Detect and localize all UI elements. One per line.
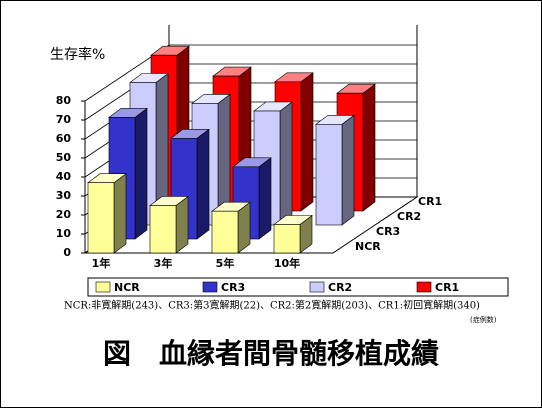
bar-side [175, 195, 189, 254]
legend-label: NCR [114, 281, 140, 294]
bar-side [279, 101, 293, 226]
legend-swatch [202, 281, 218, 293]
bar-side [196, 128, 210, 240]
bar-side [341, 114, 355, 226]
x-tick-label: 5年 [216, 256, 235, 270]
bar-side [134, 107, 148, 240]
y-tick-label: 60 [56, 132, 72, 145]
legend-label: CR3 [221, 281, 245, 294]
y-tick-label: 0 [63, 246, 71, 259]
bar [211, 210, 239, 254]
footnote: NCR:非寛解期(243)、CR3:第3寛解期(22)、CR2:第2寛解期(20… [64, 299, 480, 312]
bar [149, 205, 177, 254]
bar-side [258, 157, 272, 240]
y-tick-label: 70 [56, 113, 72, 126]
x-tick-label: 1年 [92, 256, 111, 270]
depth-label: CR2 [397, 210, 421, 223]
legend-swatch [95, 281, 111, 293]
bar [87, 182, 115, 254]
y-axis-label: 生存率% [50, 46, 105, 63]
legend-label: CR2 [328, 281, 352, 294]
bar-side [300, 72, 314, 212]
bar [273, 224, 301, 254]
y-tick-label: 50 [56, 151, 72, 164]
legend-swatch [416, 281, 432, 293]
bar-side [113, 173, 127, 254]
legend-swatch [309, 281, 325, 293]
depth-label: CR3 [376, 225, 400, 238]
y-tick-label: 40 [56, 170, 72, 183]
depth-label: NCR [355, 240, 381, 253]
x-tick-label: 3年 [154, 256, 173, 270]
y-tick-label: 80 [56, 94, 72, 107]
y-tick-label: 10 [56, 227, 72, 240]
grid-line [84, 44, 417, 102]
legend-label: CR1 [435, 281, 459, 294]
caption: 図 血縁者間骨髄移植成績 [103, 337, 439, 370]
bar-side [362, 83, 376, 212]
y-tick-label: 20 [56, 208, 72, 221]
y-tick-label: 30 [56, 189, 72, 202]
x-tick-label: 10年 [274, 256, 300, 270]
legend [87, 277, 509, 297]
bar [315, 124, 343, 226]
footnote-unit: (症例数) [470, 315, 497, 324]
depth-label: CR1 [418, 195, 442, 208]
